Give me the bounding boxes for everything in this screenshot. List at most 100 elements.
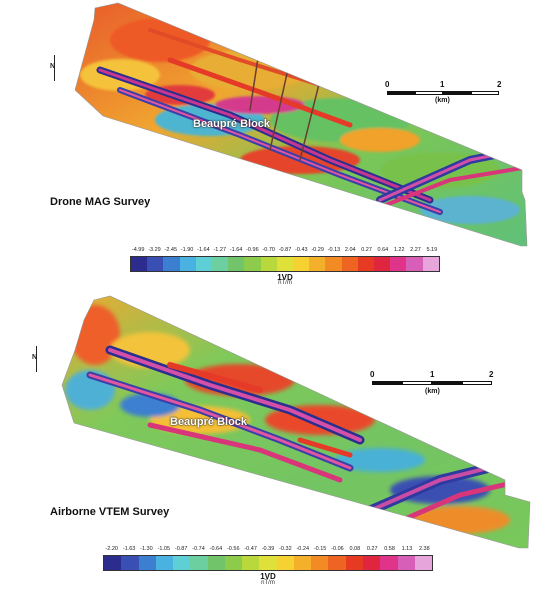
legend-tick-label: -0.56 bbox=[226, 546, 240, 552]
legend-swatch bbox=[357, 257, 375, 271]
legend-swatch bbox=[293, 257, 310, 271]
beaupre-block-label: Beaupré Block bbox=[193, 118, 271, 130]
legend-tick-label: 1.22 bbox=[393, 247, 405, 253]
legend-tick-label: -0.43 bbox=[295, 247, 308, 253]
legend-swatch bbox=[195, 257, 213, 271]
legend-swatch bbox=[325, 257, 342, 271]
legend-swatch bbox=[311, 556, 329, 570]
legend-tick-label: -0.74 bbox=[192, 546, 205, 552]
legend-tick-label: -1.30 bbox=[140, 546, 153, 552]
north-arrow: N bbox=[50, 55, 60, 81]
legend-swatch bbox=[147, 257, 164, 271]
legend-tick-label: -1.63 bbox=[122, 546, 136, 552]
scale-tick-0: 0 bbox=[385, 80, 390, 89]
legend-color-ramp bbox=[130, 256, 440, 272]
legend-swatch bbox=[190, 556, 208, 570]
legend-tick-label: -1.05 bbox=[157, 546, 171, 552]
legend-tick-label: -0.32 bbox=[279, 546, 292, 552]
survey-title: Drone MAG Survey bbox=[50, 196, 151, 208]
legend-swatch bbox=[341, 257, 358, 271]
legend-swatch bbox=[131, 257, 148, 271]
legend-tick-label: 2.04 bbox=[344, 247, 356, 253]
legend-tick-label: 0.58 bbox=[384, 546, 395, 552]
drone-mag-map bbox=[74, 2, 528, 247]
legend-tick-label: -0.06 bbox=[331, 546, 344, 552]
legend-swatch bbox=[228, 257, 245, 271]
scale-tick-2: 2 bbox=[489, 370, 494, 379]
legend-tick-labels: -2.20 -1.63 -1.30 -1.05 -0.87 -0.74 -0.64 -0.56… bbox=[103, 546, 433, 554]
legend-tick-label: -0.13 bbox=[327, 247, 341, 253]
airborne-vtem-map bbox=[61, 295, 531, 549]
legend-swatch bbox=[242, 556, 260, 570]
legend-tick-labels: -4.99 -3.29 -2.45 -1.90 -1.64 -1.27 -1.64 -0.96… bbox=[130, 247, 440, 255]
legend-tick-label: 5.19 bbox=[426, 247, 438, 253]
scale-tick-2: 2 bbox=[497, 80, 502, 89]
legend-swatch bbox=[345, 556, 363, 570]
legend-swatch bbox=[260, 257, 277, 271]
scale-bar: 0 1 2 (km) bbox=[385, 80, 525, 110]
scale-bar-graphic bbox=[372, 381, 492, 385]
scale-unit: (km) bbox=[425, 388, 440, 395]
legend-tick-label: 0.08 bbox=[349, 546, 361, 552]
legend-tick-label: -0.15 bbox=[313, 546, 327, 552]
legend-tick-label: -0.64 bbox=[209, 546, 223, 552]
legend-swatch bbox=[138, 556, 156, 570]
legend-tick-label: -2.20 bbox=[105, 546, 118, 552]
legend-swatch bbox=[293, 556, 312, 570]
legend-swatch bbox=[309, 257, 326, 271]
scale-bar-graphic bbox=[387, 91, 499, 95]
north-letter: N bbox=[32, 354, 38, 361]
legend-tick-label: 0.27 bbox=[361, 247, 372, 253]
legend-tick-label: -0.47 bbox=[244, 546, 257, 552]
legend-swatch bbox=[244, 257, 261, 271]
legend-tick-label: -4.99 bbox=[131, 247, 145, 253]
legend-tick-label: 2.38 bbox=[418, 546, 430, 552]
survey-title: Airborne VTEM Survey bbox=[50, 506, 170, 518]
legend-color-ramp bbox=[103, 555, 433, 571]
scale-bar: 0 1 2 (km) bbox=[370, 370, 510, 400]
legend-tick-label: 2.27 bbox=[410, 247, 421, 253]
legend-tick-label: 1.13 bbox=[401, 546, 413, 552]
legend-tick-label: -0.24 bbox=[296, 546, 310, 552]
legend-swatch bbox=[121, 556, 139, 570]
beaupre-block-label: Beaupré Block bbox=[170, 416, 248, 428]
legend-swatch bbox=[207, 556, 225, 570]
legend-tick-label: -1.27 bbox=[213, 247, 227, 253]
color-legend: -4.99 -3.29 -2.45 -1.90 -1.64 -1.27 -1.64 -0.96… bbox=[130, 247, 440, 287]
scale-tick-1: 1 bbox=[440, 80, 445, 89]
legend-tick-label: -1.64 bbox=[229, 247, 243, 253]
legend-tick-label: 0.27 bbox=[366, 546, 378, 552]
legend-title: 1VD bbox=[260, 572, 276, 581]
scale-tick-1: 1 bbox=[430, 370, 435, 379]
legend-swatch bbox=[224, 556, 243, 570]
legend-swatch bbox=[397, 556, 415, 570]
north-arrow-line bbox=[36, 346, 37, 372]
legend-tick-label: -3.29 bbox=[148, 247, 161, 253]
north-letter: N bbox=[50, 63, 56, 70]
legend-swatch bbox=[374, 257, 391, 271]
legend-swatch bbox=[390, 257, 407, 271]
legend-tick-label: -0.39 bbox=[261, 546, 275, 552]
legend-title: 1VD bbox=[277, 273, 293, 282]
legend-swatch bbox=[259, 556, 277, 570]
legend-swatch bbox=[414, 556, 433, 570]
legend-tick-label: 0.64 bbox=[377, 247, 389, 253]
north-arrow: N bbox=[32, 346, 42, 372]
drone-mag-panel: N Beaupré Block 0 1 2 (km) Drone MAG Sur… bbox=[0, 0, 550, 287]
legend-swatch bbox=[276, 556, 294, 570]
legend-swatch bbox=[163, 257, 180, 271]
legend-swatch bbox=[362, 556, 381, 570]
legend-swatch bbox=[155, 556, 174, 570]
legend-tick-label: -1.64 bbox=[197, 247, 210, 253]
legend-tick-label: -0.87 bbox=[174, 546, 188, 552]
legend-swatch bbox=[212, 257, 229, 271]
legend-tick-label: -0.96 bbox=[246, 247, 259, 253]
legend-tick-label: -1.90 bbox=[180, 247, 194, 253]
scale-unit: (km) bbox=[435, 97, 450, 104]
legend-unit: nT/m bbox=[261, 580, 275, 586]
legend-tick-label: -0.70 bbox=[262, 247, 275, 253]
legend-tick-label: -0.29 bbox=[311, 247, 324, 253]
legend-swatch bbox=[104, 556, 122, 570]
legend-swatch bbox=[380, 556, 398, 570]
north-arrow-line bbox=[54, 55, 55, 81]
